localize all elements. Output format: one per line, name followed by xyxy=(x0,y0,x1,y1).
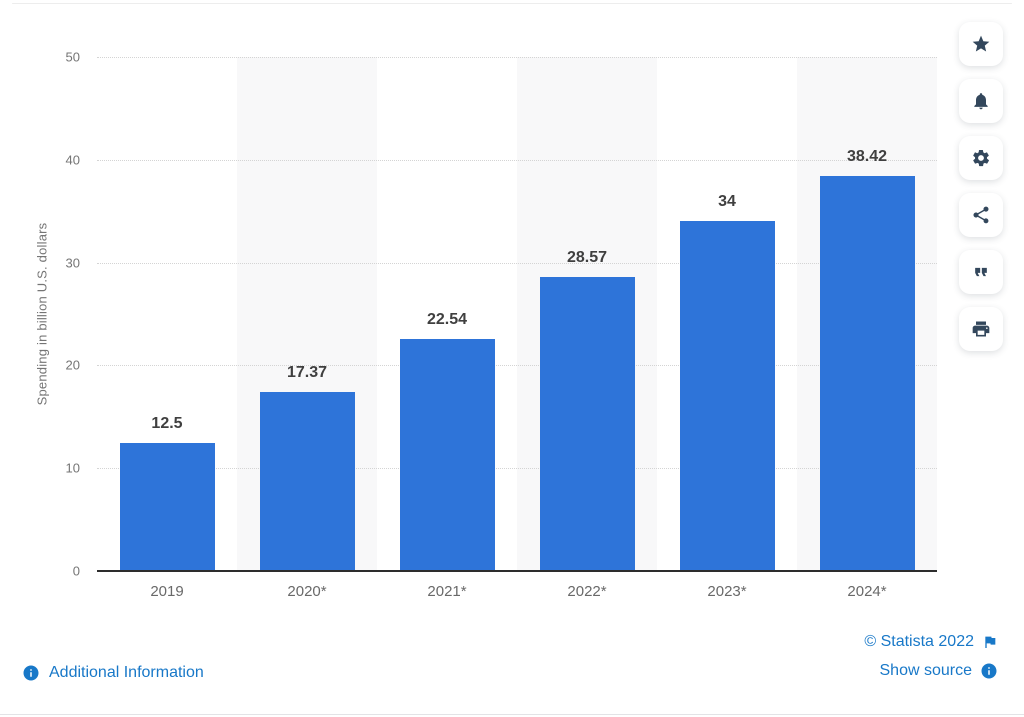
gridline xyxy=(97,57,937,58)
print-icon xyxy=(972,321,990,337)
settings-button[interactable] xyxy=(959,136,1003,180)
y-tick-label: 10 xyxy=(65,460,80,476)
gridline xyxy=(97,365,937,367)
bar-2024[interactable] xyxy=(819,176,915,571)
info-icon xyxy=(23,665,39,681)
copyright-label: © Statista 2022 xyxy=(864,633,974,650)
bar-value-label: 22.54 xyxy=(426,311,468,329)
y-tick-label: 20 xyxy=(65,357,80,373)
x-tick-label: 2024* xyxy=(847,583,887,600)
cite-button[interactable] xyxy=(959,250,1003,294)
bar-2021[interactable] xyxy=(399,339,495,571)
show-source-label: Show source xyxy=(879,662,973,679)
chart-toolbar xyxy=(959,22,1003,351)
y-tick-label: 40 xyxy=(65,152,80,168)
quote-icon xyxy=(975,267,987,277)
print-button[interactable] xyxy=(959,307,1003,351)
gear-icon xyxy=(973,149,989,167)
flag-icon xyxy=(985,636,996,648)
bell-icon xyxy=(974,93,988,110)
x-tick-label: 2020* xyxy=(287,583,327,600)
info-icon xyxy=(981,663,997,679)
bar-value-label: 17.37 xyxy=(286,364,328,382)
bar-2023[interactable] xyxy=(679,221,775,571)
star-icon xyxy=(972,35,990,52)
share-icon xyxy=(973,206,989,224)
y-tick-label: 0 xyxy=(72,563,80,579)
statista-copyright-link[interactable]: © Statista 2022 xyxy=(864,633,998,651)
card-top-border xyxy=(12,3,1012,4)
bar-value-label: 38.42 xyxy=(846,148,888,166)
share-button[interactable] xyxy=(959,193,1003,237)
additional-information-link[interactable]: Additional Information xyxy=(22,664,204,682)
footer-right: © Statista 2022 Show source xyxy=(864,633,998,680)
bar-value-label: 28.57 xyxy=(566,249,608,267)
alerts-button[interactable] xyxy=(959,79,1003,123)
gridline xyxy=(97,159,937,161)
additional-information-label: Additional Information xyxy=(49,664,204,681)
gridline xyxy=(97,262,937,264)
show-source-link[interactable]: Show source xyxy=(880,662,999,680)
favorite-button[interactable] xyxy=(959,22,1003,66)
gridline xyxy=(97,468,937,470)
bar-value-label: 12.5 xyxy=(151,414,183,432)
x-tick-label: 2022* xyxy=(567,583,607,600)
bar-2019[interactable] xyxy=(119,442,215,571)
x-tick-label: 2021* xyxy=(427,583,467,600)
bar-2020[interactable] xyxy=(259,392,355,571)
x-tick-label: 2019 xyxy=(150,583,184,600)
y-tick-label: 30 xyxy=(65,255,80,271)
bar-2022[interactable] xyxy=(539,277,635,571)
bar-value-label: 34 xyxy=(718,193,736,211)
x-tick-label: 2023* xyxy=(707,583,747,600)
x-axis-line xyxy=(97,570,937,572)
card-bottom-border xyxy=(0,714,1024,715)
y-axis-title: Spending in billion U.S. dollars xyxy=(34,222,50,406)
y-tick-label: 50 xyxy=(65,49,80,65)
